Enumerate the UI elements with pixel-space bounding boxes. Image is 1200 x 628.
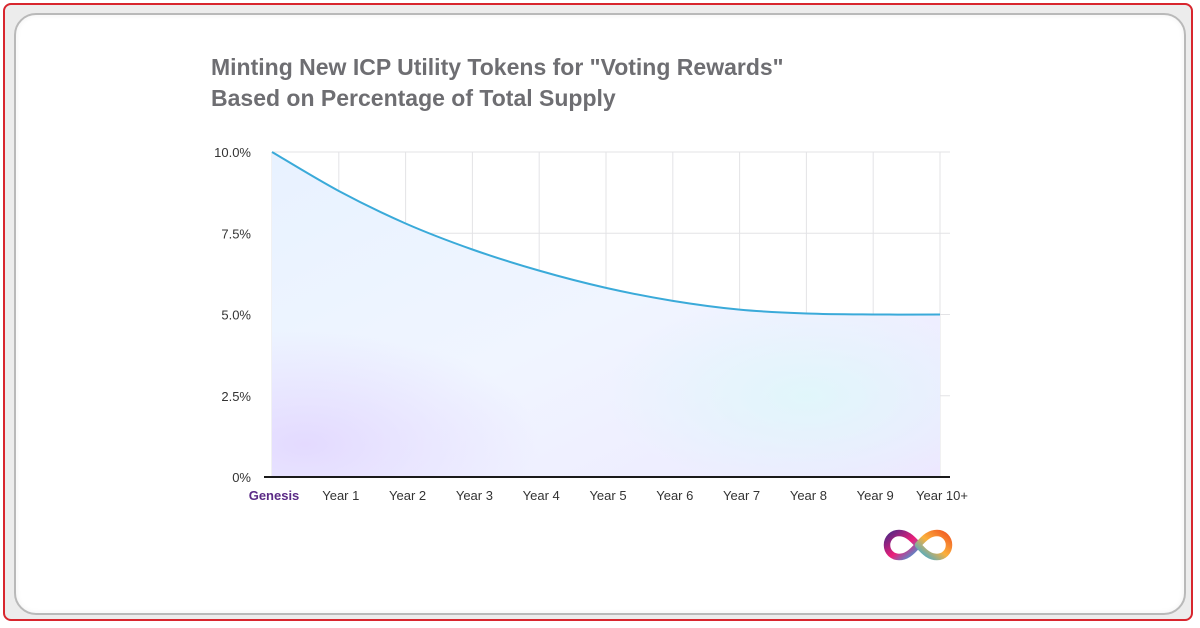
x-tick-label: Genesis <box>249 488 300 503</box>
y-tick-label: 0% <box>232 470 251 485</box>
x-tick-label: Year 6 <box>656 488 693 503</box>
chart-title-line-2: Based on Percentage of Total Supply <box>211 85 616 111</box>
y-tick-label: 2.5% <box>221 389 251 404</box>
chart-title-line-1: Minting New ICP Utility Tokens for "Voti… <box>211 54 784 80</box>
x-tick-label: Year 9 <box>857 488 894 503</box>
x-axis-ticks: Genesis Year 1 Year 2 Year 3 Year 4 Year 5 Yea… <box>249 488 968 503</box>
area-glow-right <box>272 152 940 477</box>
x-tick-label: Year 3 <box>456 488 493 503</box>
y-tick-label: 5.0% <box>221 308 251 323</box>
x-tick-label: Year 5 <box>589 488 626 503</box>
y-tick-label: 7.5% <box>221 226 251 241</box>
y-tick-label: 10.0% <box>214 145 251 160</box>
chart-title: Minting New ICP Utility Tokens for "Voti… <box>211 52 784 114</box>
x-tick-label: Year 7 <box>723 488 760 503</box>
x-tick-label: Year 8 <box>790 488 827 503</box>
area-layer <box>271 151 941 477</box>
x-tick-label: Year 1 <box>322 488 359 503</box>
x-tick-label: Year 4 <box>523 488 560 503</box>
y-axis-ticks: 0% 2.5% 5.0% 7.5% 10.0% <box>214 145 251 485</box>
internet-computer-infinity-logo <box>883 529 953 561</box>
x-tick-label: Year 2 <box>389 488 426 503</box>
x-tick-label: Year 10+ <box>916 488 968 503</box>
series-line <box>271 151 941 316</box>
